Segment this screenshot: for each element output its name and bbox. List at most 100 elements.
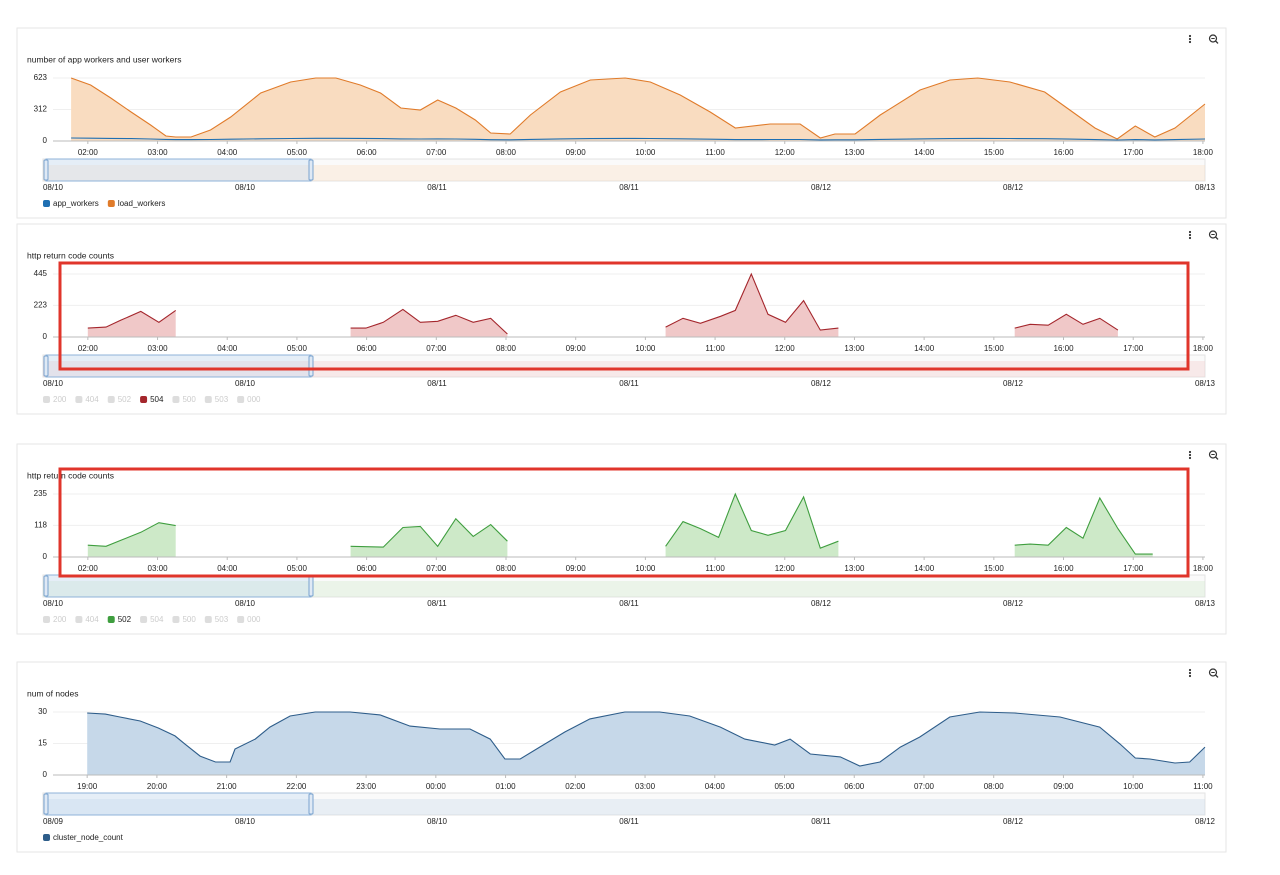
navigator-band bbox=[43, 799, 1205, 815]
navigator bbox=[42, 792, 1206, 816]
x-tick-label: 09:00 bbox=[566, 148, 587, 157]
x-tick-label: 03:00 bbox=[148, 344, 169, 353]
menu-icon-dot[interactable] bbox=[1188, 37, 1192, 41]
x-tick-label: 00:00 bbox=[426, 782, 447, 791]
y-tick-label: 30 bbox=[38, 707, 47, 716]
legend-item[interactable]: load_workers bbox=[107, 199, 166, 208]
legend-item[interactable]: 404 bbox=[75, 395, 99, 404]
navigator-label: 08/11 bbox=[619, 817, 639, 826]
legend-swatch bbox=[107, 200, 115, 207]
zoom-out-icon[interactable] bbox=[1208, 450, 1218, 459]
navigator-label: 08/12 bbox=[1003, 183, 1024, 192]
menu-icon-dot[interactable] bbox=[1188, 40, 1192, 44]
zoom-out-icon[interactable] bbox=[1208, 668, 1218, 677]
x-tick-label: 02:00 bbox=[78, 564, 99, 573]
menu-icon-dot[interactable] bbox=[1188, 671, 1192, 675]
series-line bbox=[87, 711, 1206, 767]
x-tick-label: 09:00 bbox=[1053, 782, 1074, 791]
x-tick-label: 15:00 bbox=[984, 564, 1005, 573]
navigator-handle[interactable] bbox=[43, 355, 49, 377]
legend-item[interactable]: 504 bbox=[140, 615, 164, 624]
x-tick-label: 03:00 bbox=[148, 564, 169, 573]
x-tick-label: 11:00 bbox=[1193, 782, 1213, 791]
navigator-label: 08/10 bbox=[43, 599, 64, 608]
menu-icon-dot[interactable] bbox=[1188, 450, 1192, 454]
legend-item[interactable]: 000 bbox=[237, 395, 261, 404]
x-tick-label: 12:00 bbox=[775, 148, 796, 157]
navigator-handle[interactable] bbox=[43, 159, 49, 181]
navigator-selection[interactable] bbox=[45, 354, 312, 378]
menu-icon-dot[interactable] bbox=[1188, 230, 1192, 234]
x-tick-label: 06:00 bbox=[357, 564, 378, 573]
navigator-handle[interactable] bbox=[308, 355, 314, 377]
x-tick-label: 07:00 bbox=[914, 782, 935, 791]
legend-item[interactable]: 503 bbox=[204, 395, 229, 404]
legend-item[interactable]: 000 bbox=[237, 615, 261, 624]
navigator-handle[interactable] bbox=[308, 575, 314, 597]
navigator-label: 08/10 bbox=[427, 817, 448, 826]
x-tick-label: 03:00 bbox=[635, 782, 656, 791]
x-tick-label: 04:00 bbox=[217, 564, 238, 573]
zoom-out-icon[interactable] bbox=[1208, 34, 1218, 43]
x-tick-label: 14:00 bbox=[914, 344, 935, 353]
navigator-label: 08/12 bbox=[1003, 817, 1024, 826]
x-tick-label: 14:00 bbox=[914, 564, 935, 573]
navigator-selection[interactable] bbox=[45, 574, 312, 598]
x-tick-label: 13:00 bbox=[844, 344, 865, 353]
y-tick-label: 0 bbox=[43, 552, 48, 561]
navigator-label: 08/12 bbox=[811, 183, 832, 192]
x-tick-label: 15:00 bbox=[984, 148, 1005, 157]
navigator-selection[interactable] bbox=[45, 792, 312, 816]
legend-item[interactable]: 200 bbox=[43, 615, 67, 624]
legend-item[interactable]: 503 bbox=[204, 615, 229, 624]
series-line bbox=[87, 272, 1119, 335]
menu-icon-dot[interactable] bbox=[1188, 668, 1192, 672]
x-tick-label: 12:00 bbox=[775, 344, 796, 353]
x-tick-label: 11:00 bbox=[705, 564, 725, 573]
legend-item[interactable]: 502 bbox=[107, 395, 132, 404]
menu-icon-dot[interactable] bbox=[1188, 34, 1192, 38]
navigator-selection[interactable] bbox=[45, 158, 312, 182]
y-tick-label: 445 bbox=[34, 269, 48, 278]
x-tick-label: 17:00 bbox=[1123, 344, 1144, 353]
menu-icon-dot[interactable] bbox=[1188, 456, 1192, 460]
menu-icon-dot[interactable] bbox=[1188, 674, 1192, 678]
navigator-handle[interactable] bbox=[43, 793, 49, 815]
navigator-label: 08/11 bbox=[619, 183, 639, 192]
legend-item[interactable]: 504 bbox=[140, 395, 164, 404]
y-tick-label: 223 bbox=[34, 301, 48, 310]
legend-swatch bbox=[237, 616, 245, 623]
navigator-label: 08/11 bbox=[427, 183, 447, 192]
legend-item[interactable]: app_workers bbox=[43, 199, 99, 208]
x-tick-label: 07:00 bbox=[426, 564, 447, 573]
navigator-handle[interactable] bbox=[308, 159, 314, 181]
navigator-label: 08/11 bbox=[427, 599, 447, 608]
legend-item[interactable]: 500 bbox=[172, 395, 196, 404]
x-tick-label: 13:00 bbox=[844, 148, 865, 157]
x-tick-label: 11:00 bbox=[705, 148, 725, 157]
legend-swatch bbox=[107, 616, 115, 623]
navigator-label: 08/13 bbox=[1195, 183, 1216, 192]
navigator-handle[interactable] bbox=[308, 793, 314, 815]
legend-swatch bbox=[75, 396, 83, 403]
navigator-label: 08/13 bbox=[1195, 379, 1216, 388]
menu-icon-dot[interactable] bbox=[1188, 236, 1192, 240]
menu-icon-dot[interactable] bbox=[1188, 233, 1192, 237]
highlight-box bbox=[58, 261, 1190, 371]
legend-item[interactable]: 200 bbox=[43, 395, 67, 404]
menu-icon-dot[interactable] bbox=[1188, 453, 1192, 457]
x-tick-label: 09:00 bbox=[566, 564, 587, 573]
zoom-out-icon[interactable] bbox=[1208, 230, 1218, 239]
legend-item[interactable]: 404 bbox=[75, 615, 99, 624]
legend-item[interactable]: 502 bbox=[107, 615, 132, 624]
x-tick-label: 05:00 bbox=[287, 344, 308, 353]
y-tick-label: 235 bbox=[34, 489, 48, 498]
legend-item[interactable]: cluster_node_count bbox=[43, 833, 124, 842]
x-tick-label: 18:00 bbox=[1193, 344, 1214, 353]
navigator-label: 08/10 bbox=[43, 379, 64, 388]
legend-swatch bbox=[75, 616, 83, 623]
legend-item[interactable]: 500 bbox=[172, 615, 196, 624]
navigator-handle[interactable] bbox=[43, 575, 49, 597]
navigator-label: 08/12 bbox=[1195, 817, 1216, 826]
